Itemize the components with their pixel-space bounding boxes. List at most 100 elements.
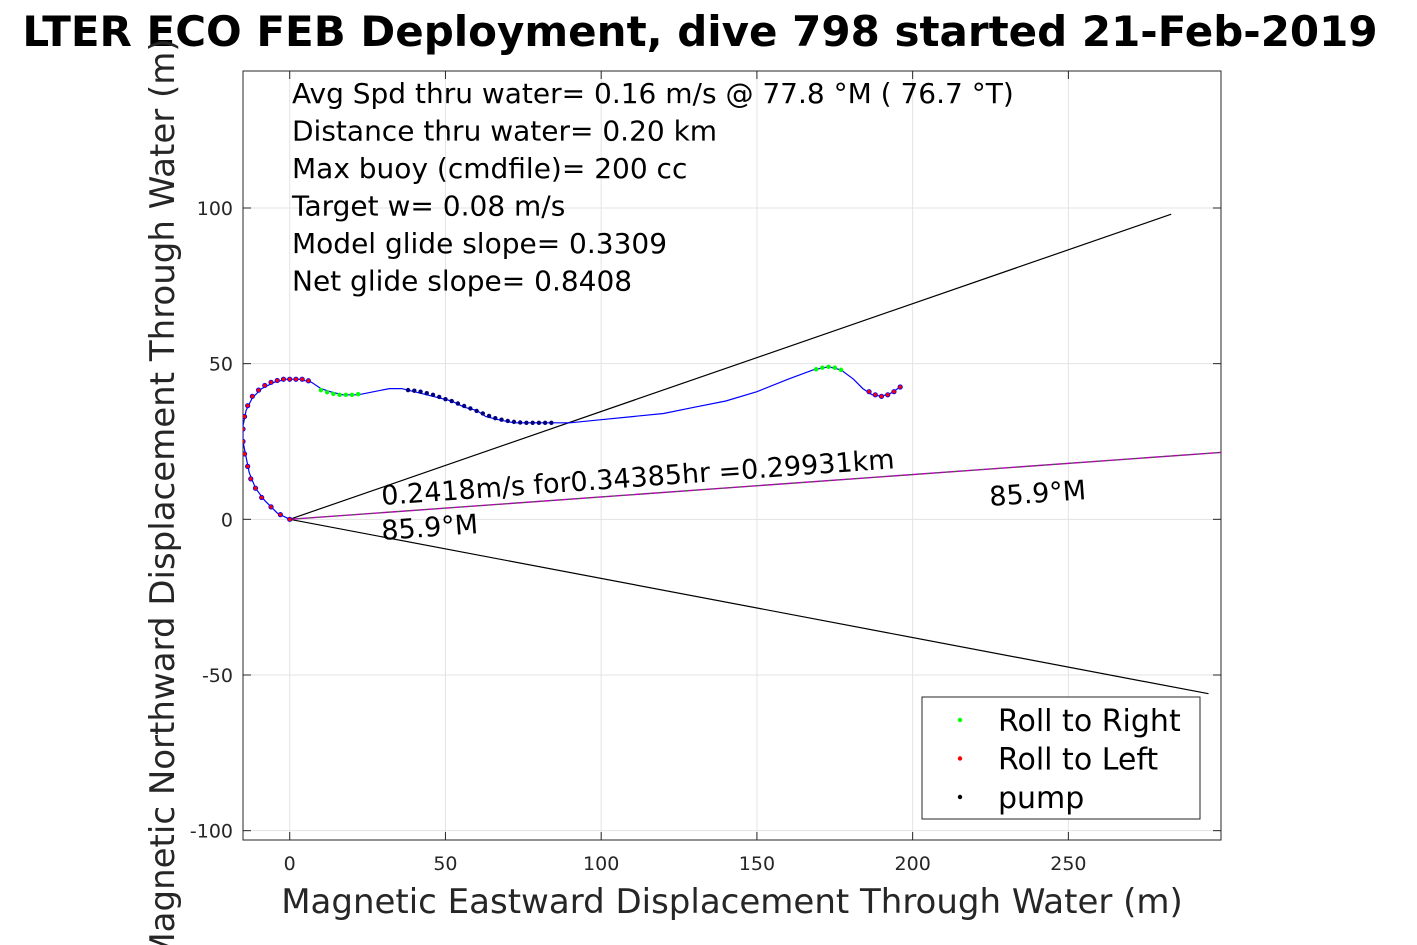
- pump-point: [549, 420, 554, 426]
- pump-point: [424, 391, 429, 396]
- current-vector: [289, 451, 1221, 520]
- legend-marker: [957, 794, 963, 800]
- roll-right-point: [820, 365, 825, 370]
- legend-label: pump: [998, 781, 1084, 816]
- roll-left-point: [255, 387, 262, 393]
- pump-point: [405, 387, 411, 393]
- pump-point: [461, 403, 467, 409]
- roll-right-point: [838, 367, 844, 373]
- roll-left-point: [268, 379, 274, 385]
- roll-left-point: [287, 376, 293, 382]
- roll-right-point: [324, 390, 330, 395]
- roll-left-point: [268, 504, 274, 510]
- stat-line: Distance thru water= 0.20 km: [292, 115, 717, 148]
- roll-left-point: [248, 476, 254, 482]
- roll-left-point: [245, 463, 251, 469]
- roll-right-point: [318, 387, 324, 393]
- roll-right-point: [331, 391, 336, 397]
- pump-point: [474, 408, 479, 414]
- roll-left-point: [299, 376, 305, 382]
- roll-left-point: [262, 382, 268, 389]
- stats-block: Avg Spd thru water= 0.16 m/s @ 77.8 °M (…: [291, 77, 1014, 298]
- y-tick-label: -50: [202, 665, 233, 687]
- roll-left-point: [245, 403, 251, 409]
- roll-left-point: [277, 512, 283, 518]
- heading-cone: [289, 213, 1209, 695]
- pump-point: [524, 420, 529, 426]
- roll-left-point: [287, 516, 293, 522]
- stat-line: Avg Spd thru water= 0.16 m/s @ 77.8 °M (…: [292, 77, 1014, 110]
- stat-line: Target w= 0.08 m/s: [291, 190, 565, 223]
- roll-left-point: [885, 392, 891, 398]
- roll-left-point: [878, 393, 885, 399]
- legend-box: [921, 696, 1201, 820]
- roll-left-point: [243, 438, 246, 445]
- pump-point: [468, 406, 473, 411]
- stat-line: Max buoy (cmdfile)= 200 cc: [292, 152, 687, 185]
- roll-left-point: [249, 393, 255, 399]
- roll-right-point: [356, 391, 361, 397]
- legend-marker: [957, 717, 963, 723]
- heading-annotation-far: 85.9°M: [988, 475, 1087, 513]
- roll-left-point: [243, 451, 248, 457]
- roll-right-point: [826, 364, 831, 369]
- cone-lower-line: [289, 518, 1209, 695]
- pump-point: [511, 419, 517, 425]
- x-tick-label: 250: [1050, 853, 1086, 875]
- x-tick-label: 0: [284, 853, 296, 875]
- roll-left-point: [252, 485, 259, 491]
- roll-left-point: [866, 389, 872, 395]
- pump-point: [486, 413, 492, 419]
- pump-point: [530, 420, 535, 426]
- axis-ticks: 0 50 100 150 200 250 -100 -50 0 50 100: [190, 71, 1221, 875]
- pump-point: [505, 418, 510, 424]
- roll-left-point: [305, 378, 312, 384]
- stat-line: Net glide slope= 0.8408: [292, 265, 632, 298]
- roll-left-point: [243, 426, 246, 432]
- y-tick-label: 0: [221, 509, 233, 531]
- stat-line: Model glide slope= 0.3309: [292, 227, 667, 260]
- y-axis-label: Magnetic Northward Displacement Through …: [143, 38, 183, 945]
- y-tick-label: -100: [190, 821, 233, 843]
- roll-left-point: [243, 413, 248, 420]
- roll-left-point: [280, 376, 287, 382]
- legend-marker: [957, 756, 963, 761]
- x-tick-label: 50: [433, 853, 457, 875]
- roll-right-point: [343, 392, 348, 397]
- y-tick-label: 50: [209, 354, 233, 376]
- x-tick-label: 150: [739, 853, 775, 875]
- grid-lines: [243, 71, 1221, 840]
- pump-point: [443, 396, 448, 402]
- roll-right-point: [337, 392, 342, 397]
- pump-point: [412, 388, 417, 393]
- cone-upper-line: [289, 213, 1172, 520]
- current-annotation: 0.2418m/s for0.34385hr =0.29931km: [380, 444, 895, 512]
- x-axis-label: Magnetic Eastward Displacement Through W…: [281, 882, 1183, 922]
- pump-point: [499, 417, 504, 422]
- pump-point: [449, 398, 454, 404]
- roll-left-point: [293, 376, 299, 382]
- plot-content: [243, 213, 1221, 695]
- roll-left-point: [259, 494, 265, 501]
- roll-left-point: [274, 377, 280, 384]
- pump-point: [536, 420, 542, 426]
- roll-left-point: [897, 384, 903, 390]
- legend-label: Roll to Right: [998, 704, 1181, 739]
- y-tick-label: 100: [197, 198, 233, 220]
- roll-left-point: [891, 389, 897, 395]
- pump-point: [542, 420, 548, 426]
- x-tick-label: 200: [895, 853, 931, 875]
- heading-annotation-near: 85.9°M: [380, 509, 479, 547]
- pump-point: [480, 411, 486, 416]
- pump-point: [493, 415, 498, 421]
- chart-title: LTER ECO FEB Deployment, dive 798 starte…: [22, 7, 1377, 56]
- pump-point: [518, 420, 523, 425]
- pump-point: [430, 392, 436, 397]
- track-markers: [243, 364, 903, 522]
- roll-left-point: [872, 392, 878, 398]
- legend-label: Roll to Left: [998, 743, 1158, 778]
- roll-right-point: [349, 392, 355, 397]
